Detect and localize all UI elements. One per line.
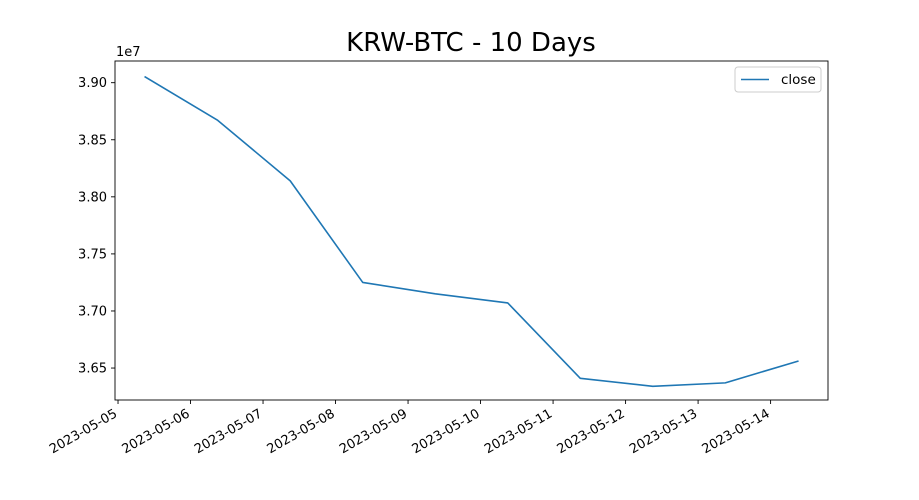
x-tick-label: 2023-05-06	[120, 406, 193, 457]
x-tick-label: 2023-05-12	[555, 406, 628, 457]
x-tick-label: 2023-05-07	[192, 406, 265, 457]
x-tick-label: 2023-05-10	[410, 406, 483, 457]
chart-title: KRW-BTC - 10 Days	[346, 28, 596, 58]
y-tick-label: 3.90	[78, 76, 107, 91]
x-tick-label: 2023-05-14	[700, 406, 773, 457]
x-tick-label: 2023-05-09	[337, 406, 410, 457]
legend-label-close: close	[781, 72, 816, 88]
x-tick-label: 2023-05-13	[627, 406, 700, 457]
x-tick-label: 2023-05-05	[47, 406, 120, 457]
series-line-close	[144, 75, 799, 388]
y-tick-label: 3.75	[78, 247, 107, 262]
x-tick-label: 2023-05-11	[482, 406, 555, 457]
y-tick-label: 3.65	[78, 362, 107, 377]
y-tick-label: 3.80	[78, 190, 107, 205]
legend: close	[734, 66, 822, 93]
legend-frame	[734, 66, 822, 93]
y-offset-label: 1e7	[116, 45, 141, 60]
axes-frame	[114, 60, 829, 401]
y-tick-label: 3.85	[78, 133, 107, 148]
y-tick-label: 3.70	[78, 304, 107, 319]
x-tick-label: 2023-05-08	[265, 406, 338, 457]
